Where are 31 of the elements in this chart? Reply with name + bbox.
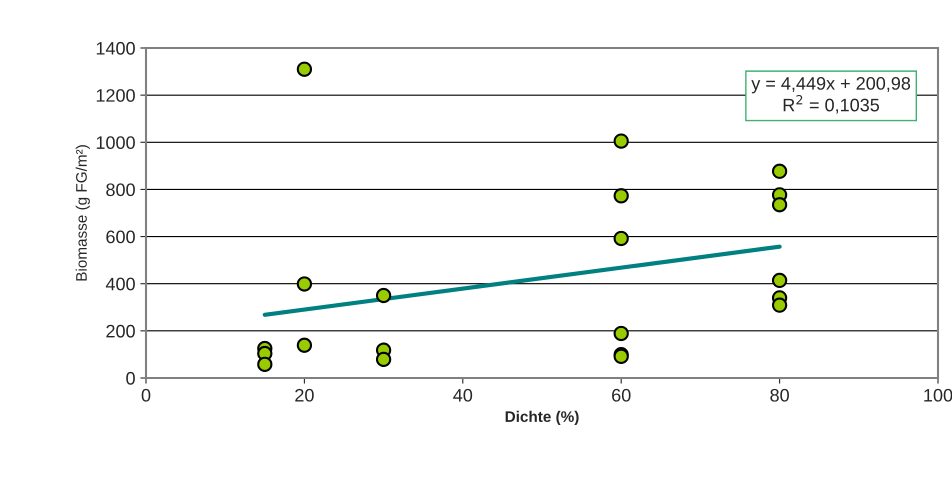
- point: [772, 298, 788, 313]
- point: [772, 164, 788, 179]
- point: [772, 272, 788, 288]
- y-tick-label: 200: [106, 324, 135, 338]
- x-tick-label: 0: [142, 388, 150, 402]
- point: [376, 288, 392, 304]
- y-tick-label: 800: [106, 183, 135, 196]
- y-axis-title: Biomasse (g FG/m²): [76, 145, 90, 280]
- x-tick-label: 80: [770, 388, 789, 402]
- point: [614, 230, 629, 246]
- x-tick-label: 20: [295, 388, 314, 402]
- point: [257, 356, 272, 372]
- x-tick-label: 40: [453, 388, 472, 402]
- y-tick-label: 0: [126, 372, 135, 385]
- point: [614, 133, 629, 149]
- y-tick-label: 600: [106, 230, 135, 244]
- y-tick-label: 1000: [96, 136, 135, 150]
- y-tick-label: 1400: [96, 42, 135, 55]
- point: [296, 338, 312, 353]
- x-tick-label: 100: [924, 388, 952, 402]
- point: [296, 276, 312, 292]
- y-tick-label: 1200: [96, 89, 135, 102]
- x-axis-title: Dichte (%): [506, 410, 579, 426]
- x-tick-label: 60: [612, 388, 631, 402]
- y-tick-label: 400: [106, 278, 135, 290]
- point: [614, 188, 629, 204]
- point: [772, 197, 788, 212]
- point: [376, 352, 392, 368]
- point: [614, 326, 629, 342]
- annotation: y = 4,449x + 200,98 R$^{2}$ = 0,1035: [751, 77, 910, 114]
- point: [296, 62, 312, 77]
